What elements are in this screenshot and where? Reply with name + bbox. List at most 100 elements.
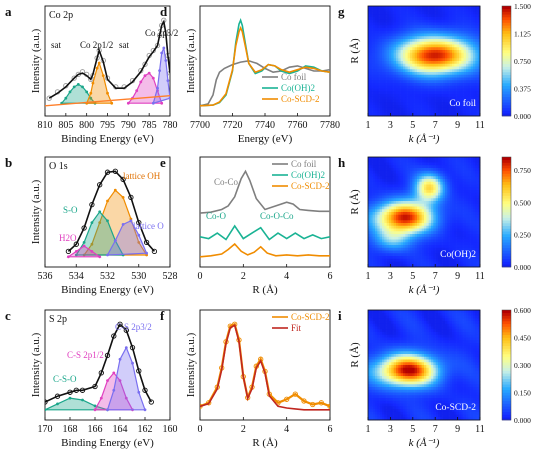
- heatmap-cell: [393, 378, 397, 382]
- heatmap-cell: [382, 376, 385, 380]
- heatmap-cell: [456, 33, 460, 37]
- colorbar-step: [502, 52, 511, 56]
- heatmap-cell: [473, 52, 476, 56]
- heatmap-cell: [417, 22, 420, 26]
- heatmap-cell: [414, 245, 418, 249]
- data-point: [292, 391, 298, 397]
- heatmap-cell: [466, 47, 469, 51]
- heatmap-cell: [384, 159, 387, 163]
- heatmap-cell: [454, 168, 457, 172]
- heatmap-cell: [433, 25, 436, 29]
- heatmap-cell: [375, 231, 378, 235]
- heatmap-cell: [477, 225, 481, 229]
- component-point: [89, 91, 93, 95]
- x-axis-label: Binding Energy (eV): [61, 284, 154, 296]
- heatmap-cell: [382, 384, 385, 388]
- heatmap-cell: [421, 50, 425, 54]
- heatmap-cell: [391, 340, 394, 344]
- heatmap-cell: [431, 214, 434, 218]
- heatmap-cell: [466, 212, 469, 216]
- heatmap-cell: [372, 99, 376, 103]
- heatmap-cell: [421, 74, 425, 78]
- heatmap-cell: [456, 239, 460, 243]
- heatmap-cell: [372, 170, 376, 174]
- heatmap-cell: [386, 94, 390, 98]
- heatmap-cell: [477, 8, 481, 12]
- legend-entry: Co-SCD-2: [291, 181, 330, 191]
- heatmap-cell: [403, 247, 406, 251]
- heatmap-cell: [414, 261, 418, 265]
- heatmap-cell: [435, 228, 439, 232]
- heatmap-cell: [433, 253, 436, 257]
- heatmap-cell: [370, 214, 373, 218]
- heatmap-cell: [400, 8, 404, 12]
- heatmap-cell: [400, 231, 404, 235]
- heatmap-cell: [477, 261, 481, 265]
- heatmap-cell: [396, 50, 399, 54]
- heatmap-cell: [407, 225, 411, 229]
- heatmap-cell: [433, 39, 436, 43]
- heatmap-cell: [393, 77, 397, 81]
- heatmap-cell: [452, 58, 455, 62]
- heatmap-cell: [431, 247, 434, 251]
- heatmap-cell: [386, 74, 390, 78]
- heatmap-cell: [370, 30, 373, 34]
- heatmap-cell: [428, 41, 432, 45]
- heatmap-cell: [412, 66, 415, 70]
- heatmap-cell: [438, 159, 441, 163]
- heatmap-cell: [398, 312, 401, 316]
- heatmap-cell: [391, 203, 394, 207]
- heatmap-cell: [400, 44, 404, 48]
- heatmap-cell: [405, 44, 408, 48]
- heatmap-cell: [405, 176, 408, 180]
- heatmap-cell: [372, 239, 376, 243]
- heatmap-cell: [403, 414, 406, 418]
- heatmap-cell: [407, 85, 411, 89]
- heatmap-cell: [379, 80, 383, 84]
- heatmap-cell: [391, 61, 394, 65]
- heatmap-cell: [386, 91, 390, 95]
- heatmap-cell: [468, 39, 471, 43]
- heatmap-cell: [445, 225, 448, 229]
- heatmap-cell: [391, 217, 394, 221]
- heatmap-cell: [459, 212, 462, 216]
- heatmap-cell: [379, 203, 383, 207]
- heatmap-cell: [391, 96, 394, 100]
- heatmap-cell: [407, 376, 411, 380]
- heatmap-cell: [435, 181, 439, 185]
- heatmap-cell: [393, 170, 397, 174]
- heatmap-cell: [447, 105, 450, 109]
- heatmap-cell: [396, 77, 399, 81]
- heatmap-cell: [377, 159, 380, 163]
- heatmap-cell: [407, 198, 411, 202]
- heatmap-cell: [400, 354, 404, 358]
- heatmap-cell: [440, 41, 443, 45]
- heatmap-cell: [433, 173, 436, 177]
- heatmap-cell: [375, 362, 378, 366]
- heatmap-cell: [370, 83, 373, 87]
- heatmap-cell: [375, 409, 378, 413]
- heatmap-cell: [442, 212, 446, 216]
- heatmap-cell: [428, 176, 432, 180]
- heatmap-cell: [403, 250, 406, 254]
- heatmap-cell: [407, 74, 411, 78]
- heatmap-cell: [459, 253, 462, 257]
- heatmap-cell: [379, 85, 383, 89]
- heatmap-cell: [440, 44, 443, 48]
- heatmap-cell: [372, 50, 376, 54]
- heatmap-cell: [372, 414, 376, 418]
- heatmap-cell: [391, 69, 394, 73]
- heatmap-cell: [447, 39, 450, 43]
- x-tick-label: 162: [138, 424, 153, 435]
- heatmap-cell: [477, 85, 481, 89]
- heatmap-cell: [477, 44, 481, 48]
- heatmap-cell: [398, 94, 401, 98]
- heatmap-cell: [368, 417, 371, 421]
- heatmap-cell: [382, 203, 385, 207]
- heatmap-cell: [426, 217, 429, 221]
- heatmap-cell: [426, 47, 429, 51]
- y-axis-label: R (Å): [349, 38, 361, 64]
- heatmap-cell: [372, 195, 376, 199]
- heatmap-cell: [428, 6, 432, 10]
- heatmap-cell: [368, 318, 371, 322]
